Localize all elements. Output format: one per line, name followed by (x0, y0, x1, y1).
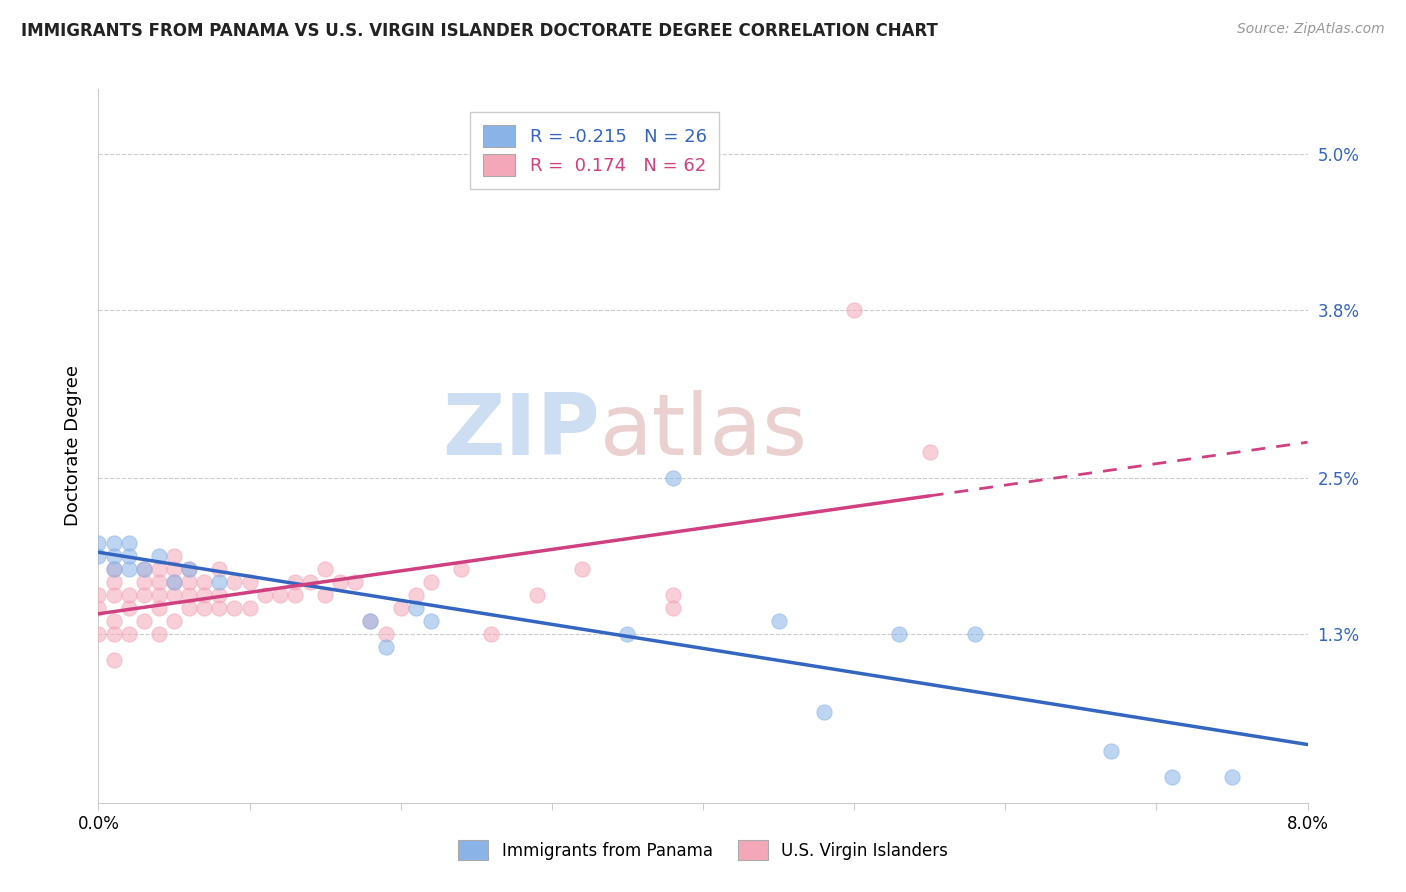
Point (163, 588, 186, 602)
Point (299, 575, 322, 590)
Point (148, 588, 170, 602)
Point (661, 471, 683, 485)
Point (1160, 770, 1182, 784)
Point (344, 575, 367, 590)
Point (163, 575, 186, 590)
Point (179, 562, 201, 576)
Point (239, 575, 262, 590)
Point (103, 549, 125, 564)
Point (179, 588, 201, 602)
Point (193, 575, 215, 590)
Point (314, 588, 336, 602)
Point (360, 614, 382, 628)
Point (148, 601, 170, 615)
Text: ZIP: ZIP (443, 390, 600, 474)
Point (87, 549, 110, 564)
Point (889, 627, 911, 641)
Point (661, 588, 683, 602)
Point (103, 575, 125, 590)
Point (103, 627, 125, 641)
Point (239, 601, 262, 615)
Point (148, 627, 170, 641)
Point (163, 549, 186, 564)
Text: atlas: atlas (600, 390, 808, 474)
Point (269, 588, 291, 602)
Legend: Immigrants from Panama, U.S. Virgin Islanders: Immigrants from Panama, U.S. Virgin Isla… (449, 830, 957, 871)
Point (253, 588, 276, 602)
Point (118, 536, 141, 550)
Point (163, 575, 186, 590)
Point (844, 302, 866, 317)
Point (118, 562, 141, 576)
Point (87, 627, 110, 641)
Point (87, 588, 110, 602)
Point (208, 562, 231, 576)
Point (132, 562, 155, 576)
Point (163, 614, 186, 628)
Point (148, 575, 170, 590)
Point (118, 588, 141, 602)
Point (87, 536, 110, 550)
Point (374, 640, 396, 654)
Legend: R = -0.215   N = 26, R =  0.174   N = 62: R = -0.215 N = 26, R = 0.174 N = 62 (470, 112, 720, 189)
Point (103, 588, 125, 602)
Point (768, 614, 790, 628)
Point (193, 601, 215, 615)
Y-axis label: Doctorate Degree: Doctorate Degree (63, 366, 82, 526)
Point (526, 588, 548, 602)
Point (148, 549, 170, 564)
Text: Source: ZipAtlas.com: Source: ZipAtlas.com (1237, 22, 1385, 37)
Point (389, 601, 412, 615)
Point (918, 445, 941, 459)
Point (405, 601, 427, 615)
Text: IMMIGRANTS FROM PANAMA VS U.S. VIRGIN ISLANDER DOCTORATE DEGREE CORRELATION CHAR: IMMIGRANTS FROM PANAMA VS U.S. VIRGIN IS… (21, 22, 938, 40)
Point (314, 562, 336, 576)
Point (193, 588, 215, 602)
Point (132, 562, 155, 576)
Point (118, 601, 141, 615)
Point (420, 575, 443, 590)
Point (103, 536, 125, 550)
Point (132, 575, 155, 590)
Point (374, 627, 396, 641)
Point (132, 588, 155, 602)
Point (163, 562, 186, 576)
Point (208, 588, 231, 602)
Point (208, 601, 231, 615)
Point (1099, 744, 1122, 758)
Point (103, 614, 125, 628)
Point (1220, 770, 1243, 784)
Point (208, 575, 231, 590)
Point (284, 588, 307, 602)
Point (224, 575, 246, 590)
Point (329, 575, 352, 590)
Point (103, 653, 125, 667)
Point (405, 588, 427, 602)
Point (179, 562, 201, 576)
Point (965, 627, 987, 641)
Point (103, 562, 125, 576)
Point (571, 562, 593, 576)
Point (360, 614, 382, 628)
Point (179, 601, 201, 615)
Point (118, 627, 141, 641)
Point (103, 562, 125, 576)
Point (481, 627, 503, 641)
Point (450, 562, 472, 576)
Point (224, 601, 246, 615)
Point (616, 627, 638, 641)
Point (179, 575, 201, 590)
Point (284, 575, 307, 590)
Point (813, 705, 835, 719)
Point (87, 601, 110, 615)
Point (148, 562, 170, 576)
Point (132, 614, 155, 628)
Point (118, 549, 141, 564)
Point (661, 601, 683, 615)
Point (420, 614, 443, 628)
